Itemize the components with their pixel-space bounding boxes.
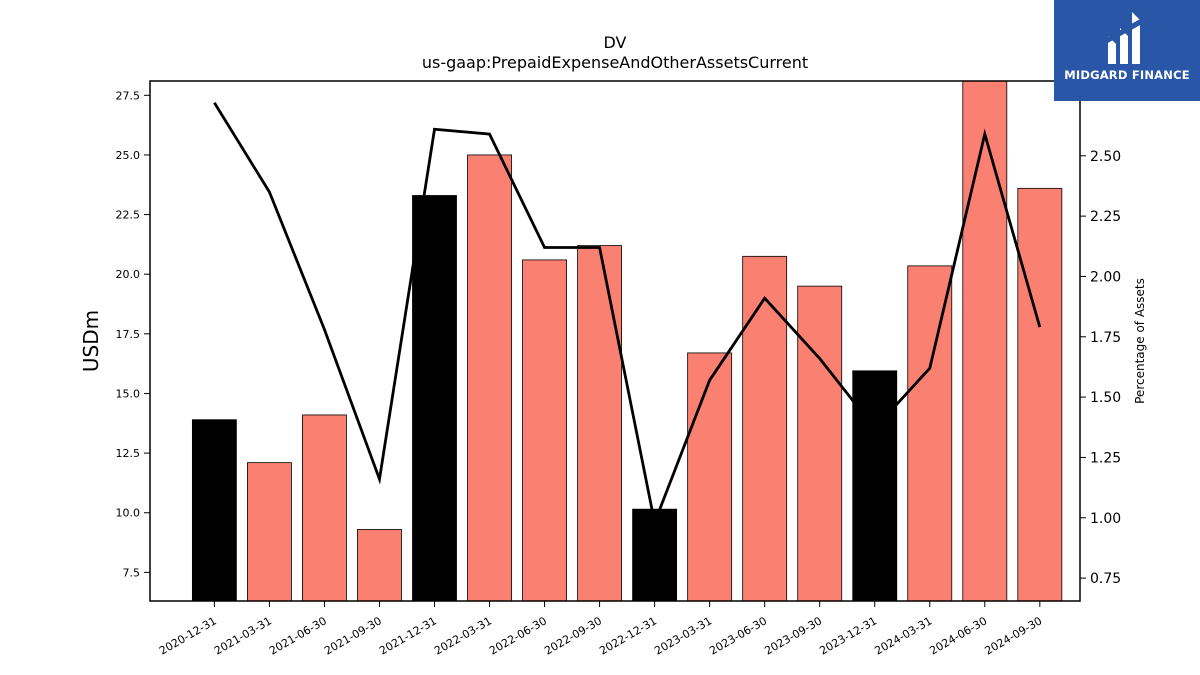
chart-subtitle: us-gaap:PrepaidExpenseAndOtherAssetsCurr… — [422, 53, 808, 72]
bar-2021-03-31 — [247, 462, 292, 602]
bar-2023-06-30 — [742, 255, 788, 602]
x-tick-label: 2023-09-30 — [762, 614, 824, 657]
y2-tick-label: 2.00 — [1090, 269, 1121, 285]
y-axis-right: 0.75 1.00 1.25 1.50 1.75 2.00 2.25 2.50 — [1080, 149, 1121, 587]
bar-2022-03-31 — [467, 154, 512, 602]
x-tick-label: 2021-03-31 — [212, 614, 274, 657]
y2-tick-label: 2.25 — [1090, 209, 1121, 225]
y-tick-label: 15.0 — [116, 387, 141, 400]
x-tick-label: 2023-03-31 — [652, 614, 714, 657]
x-tick-label: 2023-12-31 — [817, 614, 879, 657]
y2-tick-label: 0.75 — [1090, 571, 1121, 587]
x-tick-label: 2024-09-30 — [982, 614, 1044, 657]
y-tick-label: 7.5 — [123, 566, 141, 579]
bar-group — [191, 80, 1063, 602]
x-tick-label: 2024-06-30 — [927, 614, 989, 657]
x-tick-label: 2021-12-31 — [377, 614, 439, 657]
y-tick-label: 20.0 — [116, 268, 141, 281]
bar-2021-09-30 — [357, 529, 402, 602]
y-tick-label: 12.5 — [116, 447, 141, 460]
x-tick-label: 2023-06-30 — [707, 614, 769, 657]
chart-title: DV — [604, 33, 627, 52]
x-tick-label: 2022-06-30 — [487, 614, 549, 657]
brand-logo: MIDGARD FINANCE — [1054, 0, 1200, 101]
plot-frame — [149, 80, 1081, 602]
y2-tick-label: 1.00 — [1090, 511, 1121, 527]
x-tick-label: 2022-09-30 — [542, 614, 604, 657]
logo-mark-icon — [1106, 12, 1142, 64]
line-group — [213, 101, 1042, 528]
x-tick-label: 2022-03-31 — [432, 614, 494, 657]
logo-text: MIDGARD FINANCE — [1064, 68, 1190, 82]
y-tick-label: 27.5 — [116, 89, 141, 102]
x-tick-label: 2021-06-30 — [267, 614, 329, 657]
x-tick-label: 2021-09-30 — [322, 614, 384, 657]
y2-tick-label: 2.50 — [1090, 149, 1121, 165]
percentage-line — [213, 101, 1042, 528]
y-tick-label: 10.0 — [116, 507, 141, 520]
bar-2024-06-30 — [962, 80, 1008, 602]
bar-2021-12-31 — [412, 195, 457, 602]
y-tick-label: 25.0 — [116, 149, 141, 162]
y2-tick-label: 1.50 — [1090, 390, 1121, 406]
y2-tick-label: 1.75 — [1090, 330, 1121, 346]
y-axis-label: USDm — [79, 310, 103, 372]
bar-2023-09-30 — [797, 285, 843, 602]
bar-2023-03-31 — [687, 352, 733, 602]
bar-2021-06-30 — [302, 414, 347, 602]
bar-2020-12-31 — [191, 419, 237, 602]
y-axis-left: 7.5 10.0 12.5 15.0 17.5 20.0 22.5 25.0 27.5 — [116, 89, 150, 579]
bar-2022-06-30 — [522, 259, 567, 602]
y2-axis-label: Percentage of Assets — [1133, 278, 1147, 404]
bar-2024-09-30 — [1017, 187, 1063, 602]
x-tick-label: 2024-03-31 — [872, 614, 934, 657]
bar-2022-09-30 — [577, 245, 623, 602]
x-axis: 2020-12-312021-03-312021-06-302021-09-30… — [157, 601, 1044, 658]
x-tick-label: 2020-12-31 — [157, 614, 219, 657]
y-tick-label: 22.5 — [116, 209, 141, 222]
bar-2024-03-31 — [907, 265, 953, 602]
bar-2023-12-31 — [852, 370, 898, 602]
y2-tick-label: 1.25 — [1090, 450, 1121, 466]
y-tick-label: 17.5 — [116, 328, 141, 341]
x-tick-label: 2022-12-31 — [597, 614, 659, 657]
